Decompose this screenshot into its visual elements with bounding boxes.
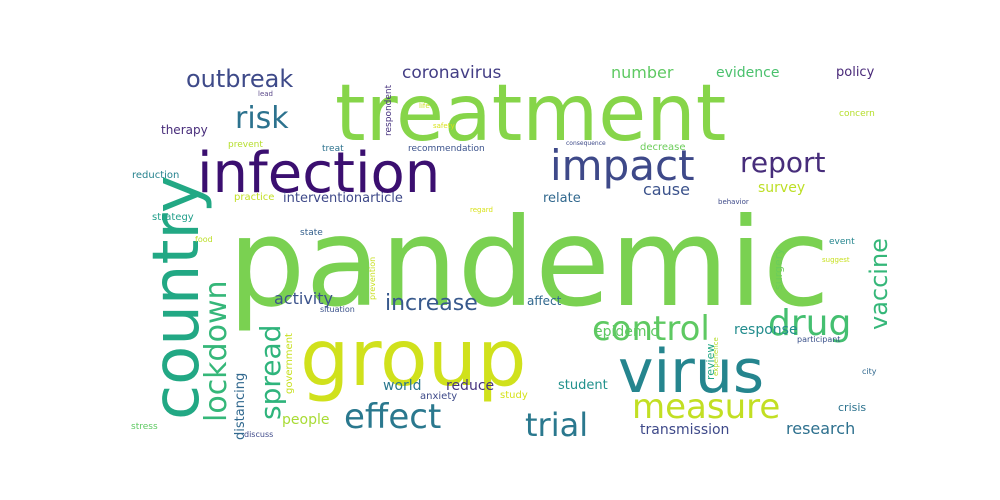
word-impact: impact bbox=[550, 141, 695, 190]
word-decrease: decrease bbox=[640, 142, 686, 153]
word-recommendation: recommendation bbox=[408, 144, 485, 154]
word-safety: safety bbox=[433, 122, 455, 130]
word-number: number bbox=[611, 63, 674, 82]
word-interventionarticle: interventionarticle bbox=[283, 191, 403, 206]
word-stress: stress bbox=[131, 422, 158, 432]
word-review: review bbox=[704, 344, 717, 380]
word-state: state bbox=[300, 228, 323, 238]
word-relate: relate bbox=[543, 191, 581, 206]
word-situation: situation bbox=[320, 305, 355, 314]
word-coronavirus: coronavirus bbox=[402, 63, 502, 83]
word-treatment: treatment bbox=[335, 69, 726, 159]
word-treat: treat bbox=[322, 144, 344, 154]
word-increase: increase bbox=[385, 291, 478, 316]
word-outbreak: outbreak bbox=[186, 65, 293, 93]
word-therapy: therapy bbox=[161, 123, 208, 137]
word-prevention: prevention bbox=[368, 257, 377, 300]
word-pandemic: pandemic bbox=[228, 192, 830, 334]
word-experience: experience bbox=[712, 337, 720, 376]
word-response: response bbox=[734, 322, 798, 338]
word-behavior: behavior bbox=[718, 198, 749, 206]
word-strategy: strategy bbox=[152, 212, 194, 223]
word-reduction: reduction bbox=[132, 170, 179, 181]
word-concern: concern bbox=[839, 109, 875, 119]
word-virus: virus bbox=[618, 337, 764, 407]
word-infection: infection bbox=[197, 141, 440, 206]
word-life: life bbox=[419, 102, 430, 110]
word-student: student bbox=[558, 378, 608, 393]
word-country: country bbox=[140, 175, 214, 420]
word-anxiety: anxiety bbox=[420, 391, 457, 402]
word-survey: survey bbox=[758, 180, 805, 196]
word-regard: regard bbox=[470, 206, 493, 214]
word-practice: practice bbox=[234, 192, 274, 203]
word-transmission: transmission bbox=[640, 422, 729, 438]
word-activity: activity bbox=[274, 289, 333, 308]
word-group: group bbox=[300, 314, 527, 404]
word-evidence: evidence bbox=[716, 65, 779, 81]
word-lockdown: lockdown bbox=[199, 280, 234, 422]
word-city: city bbox=[862, 367, 877, 376]
word-trial: trial bbox=[525, 406, 588, 444]
word-cause: cause bbox=[643, 180, 690, 199]
word-affect: affect bbox=[527, 294, 562, 308]
word-people: people bbox=[282, 412, 329, 428]
word-prevent: prevent bbox=[228, 140, 263, 150]
word-consequence: consequence bbox=[566, 140, 606, 147]
word-risk: risk bbox=[235, 101, 289, 136]
word-crisis: crisis bbox=[838, 401, 866, 414]
word-study: study bbox=[500, 390, 528, 401]
word-measure: measure bbox=[632, 387, 780, 427]
word-research: research bbox=[786, 419, 855, 438]
word-suggest: suggest bbox=[822, 256, 850, 264]
word-participant: participant bbox=[797, 335, 840, 344]
word-world: world bbox=[383, 378, 422, 394]
word-discuss: discuss bbox=[244, 430, 273, 439]
word-government: government bbox=[284, 333, 295, 394]
word-food: food bbox=[195, 235, 213, 244]
word-epidemic: epidemic bbox=[594, 324, 658, 340]
word-policy: policy bbox=[836, 65, 875, 80]
word-spread: spread bbox=[254, 325, 287, 420]
word-surgery: surgery bbox=[772, 248, 785, 290]
word-control: control bbox=[592, 309, 710, 349]
word-drug: drug bbox=[768, 303, 851, 344]
word-distancing: distancing bbox=[233, 373, 248, 440]
word-lead: lead bbox=[258, 90, 273, 98]
word-reduce: reduce bbox=[446, 378, 494, 394]
word-report: report bbox=[740, 146, 826, 179]
word-event: event bbox=[829, 237, 855, 247]
word-respondent: respondent bbox=[384, 84, 394, 136]
word-vaccine: vaccine bbox=[865, 238, 893, 330]
word-effect: effect bbox=[344, 397, 441, 437]
